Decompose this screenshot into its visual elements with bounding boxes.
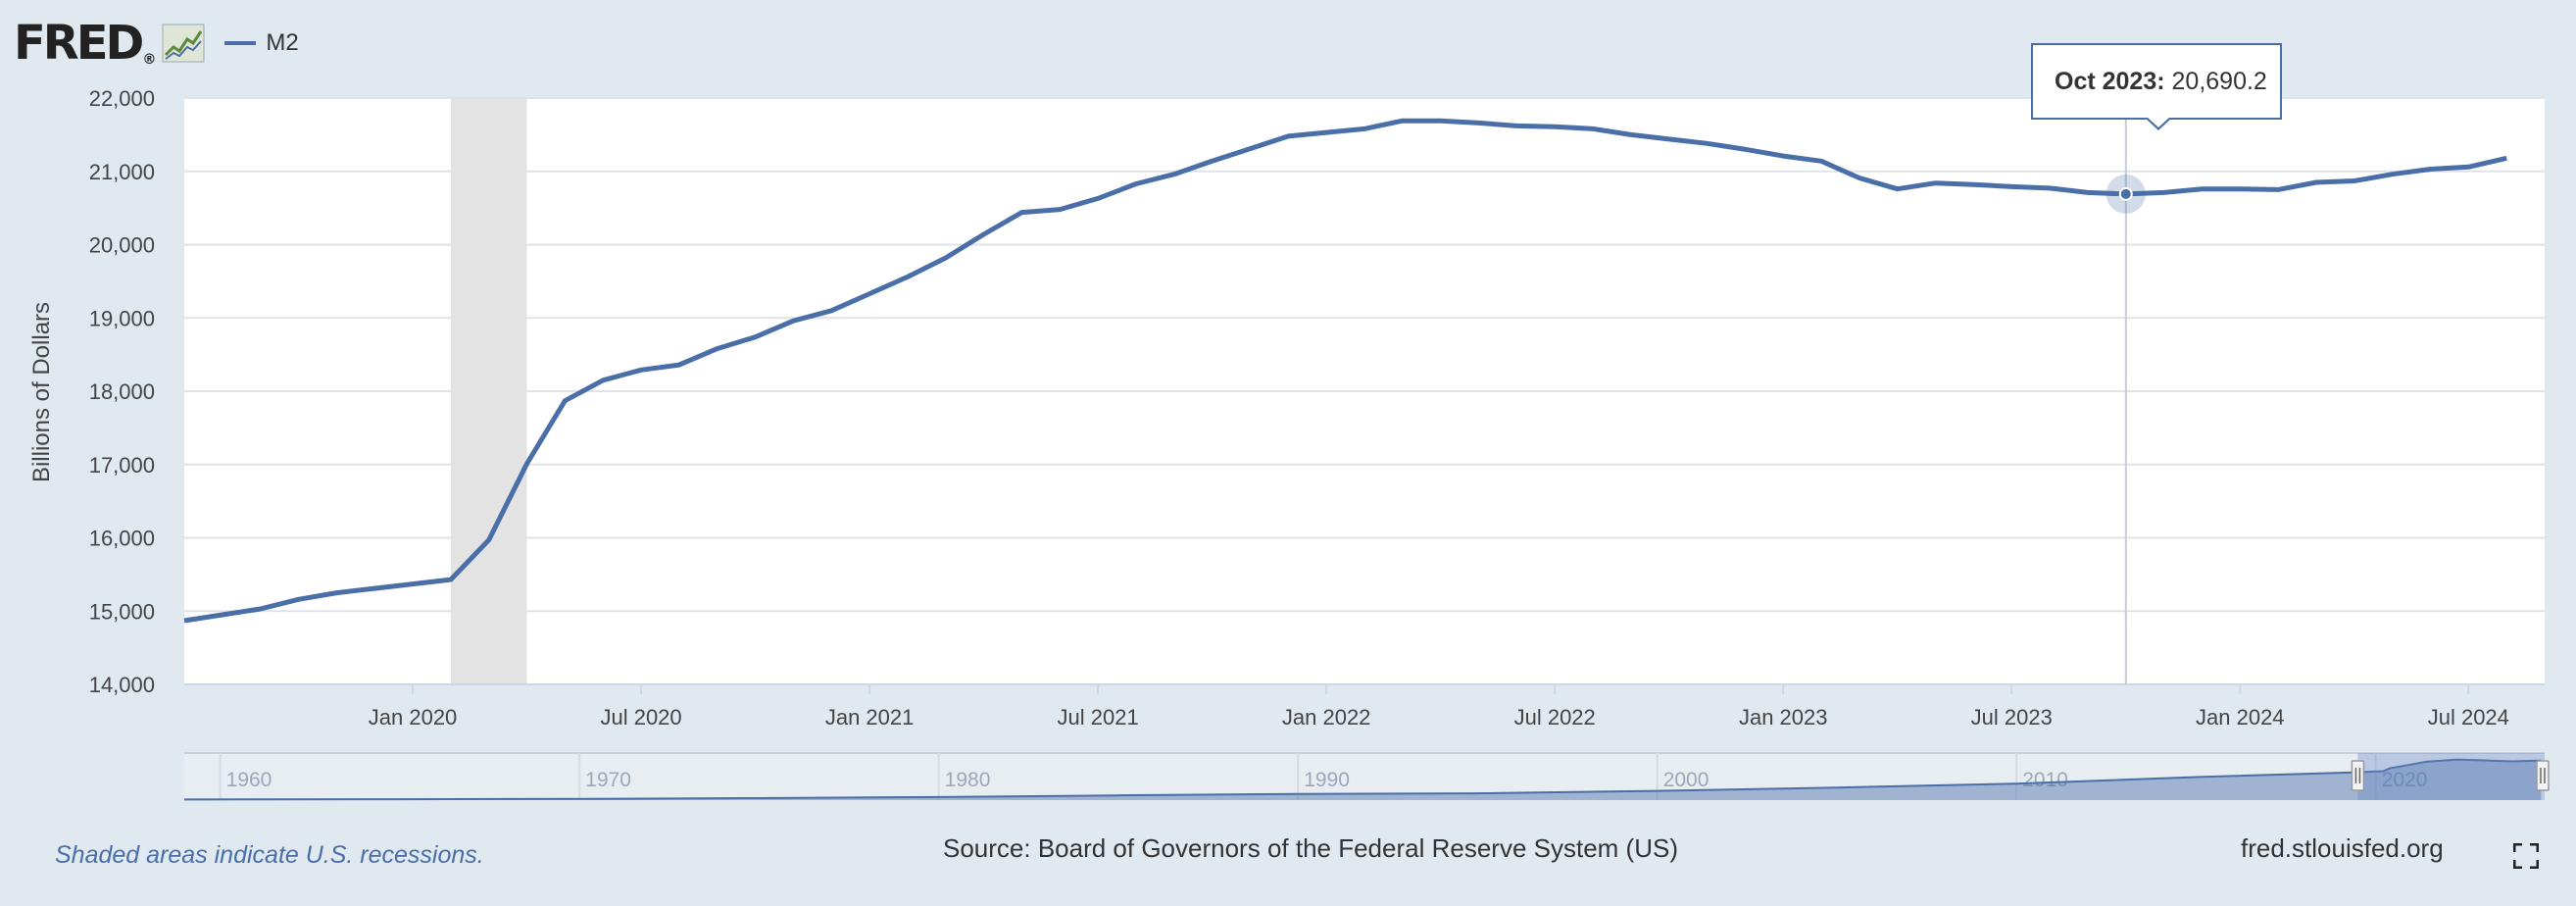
x-axis-ticks: Jan 2020 Jul 2020 Jan 2021 Jul 2021 Jan 2022… (369, 684, 2509, 730)
x-tick-label: Jul 2020 (600, 705, 681, 730)
x-tick-label: Jan 2021 (825, 705, 915, 730)
tooltip: Oct 2023: 20,690.2 (2031, 43, 2282, 120)
x-tick-label: Jul 2024 (2428, 705, 2509, 730)
navigator-handles[interactable] (2351, 760, 2550, 791)
navigator-tick-label: 2010 (2022, 769, 2068, 791)
navigator-area (184, 759, 2542, 800)
recession-note: Shaded areas indicate U.S. recessions. (55, 841, 484, 869)
y-tick-label: 20,000 (89, 233, 155, 258)
navigator-handle-left[interactable] (2351, 760, 2365, 791)
navigator-tick-label: 1970 (585, 769, 631, 791)
navigator[interactable]: 1960 1970 1980 1990 2000 2010 2020 (183, 752, 2550, 801)
fred-logo-text: FRED (14, 16, 144, 71)
y-axis-ticks: 14,000 15,000 16,000 17,000 18,000 19,000 20,0… (89, 86, 155, 697)
y-tick-label: 14,000 (89, 673, 155, 697)
navigator-handle-body (2536, 760, 2550, 791)
navigator-line (183, 758, 2542, 801)
x-tick-label: Jan 2024 (2196, 705, 2285, 730)
x-tick-label: Jan 2023 (1739, 705, 1828, 730)
navigator-tick-label: 2020 (2382, 769, 2428, 791)
legend[interactable]: M2 (224, 29, 299, 57)
navigator-handle-right[interactable] (2536, 760, 2550, 791)
navigator-series (183, 753, 2545, 801)
navigator-handle-body (2351, 760, 2365, 791)
y-tick-label: 18,000 (89, 379, 155, 404)
x-tick-label: Jan 2020 (369, 705, 458, 730)
legend-label-m2: M2 (266, 29, 299, 56)
site-link[interactable]: fred.stlouisfed.org (2241, 833, 2444, 863)
navigator-ticks: 1960 1970 1980 1990 2000 2010 2020 (219, 753, 2428, 800)
tooltip-arrow-inner (2147, 117, 2170, 127)
y-tick-label: 15,000 (89, 599, 155, 624)
navigator-tick-label: 2000 (1663, 769, 1709, 791)
hover-layer (2105, 98, 2146, 684)
x-tick-label: Jul 2021 (1058, 705, 1139, 730)
x-tick-label: Jul 2022 (1514, 705, 1596, 730)
x-tick-label: Jan 2022 (1282, 705, 1371, 730)
navigator-tick-label: 1960 (226, 769, 272, 791)
y-tick-label: 17,000 (89, 453, 155, 478)
navigator-tick-label: 1980 (945, 769, 991, 791)
x-tick-label: Jul 2023 (1971, 705, 2053, 730)
y-tick-label: 16,000 (89, 527, 155, 551)
fred-logo-registered: ® (142, 52, 157, 68)
navigator-tick-label: 1990 (1304, 769, 1350, 791)
source-text: Source: Board of Governors of the Federa… (943, 833, 1678, 863)
chart-header: FRED® M2 (14, 14, 299, 73)
y-tick-label: 19,000 (89, 306, 155, 330)
fred-logo[interactable]: FRED® (14, 20, 156, 67)
navigator-selection (2357, 753, 2545, 800)
y-axis-label: Billions of Dollars (28, 302, 55, 482)
legend-line-swatch (224, 41, 257, 45)
y-tick-label: 22,000 (89, 86, 155, 111)
navigator-background (184, 753, 2545, 800)
tooltip-date: Oct 2023: (2055, 67, 2165, 95)
y-tick-label: 21,000 (89, 160, 155, 184)
chart-line-icon (162, 24, 205, 63)
hover-point (2118, 186, 2133, 201)
fullscreen-icon[interactable] (2513, 843, 2539, 869)
tooltip-value: 20,690.2 (2171, 67, 2267, 95)
